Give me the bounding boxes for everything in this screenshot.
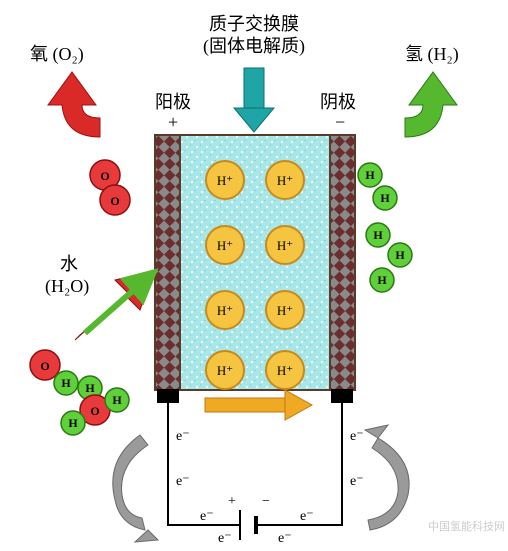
ion-6: H⁺	[206, 351, 244, 389]
svg-text:H: H	[377, 273, 387, 287]
water-label: 水	[60, 254, 78, 274]
svg-text:H⁺: H⁺	[277, 303, 293, 318]
svg-text:H: H	[85, 381, 95, 395]
cathode-label: 阴极	[320, 92, 356, 112]
battery-plus: +	[228, 494, 236, 509]
svg-text:O: O	[90, 404, 99, 418]
ion-5: H⁺	[266, 291, 304, 329]
e-right-2: e⁻	[350, 474, 364, 489]
ion-1: H⁺	[266, 161, 304, 199]
svg-text:H⁺: H⁺	[277, 173, 293, 188]
svg-text:H⁺: H⁺	[217, 238, 233, 253]
e-bottom-2: e⁻	[278, 531, 292, 546]
hydrogen-label: 氢 (H₂)	[405, 44, 459, 65]
svg-text:H: H	[112, 393, 122, 407]
svg-text:O: O	[40, 359, 49, 373]
e-right-1: e⁻	[350, 429, 364, 444]
e-left-2: e⁻	[176, 474, 190, 489]
ion-3: H⁺	[266, 226, 304, 264]
svg-text:H⁺: H⁺	[217, 303, 233, 318]
ion-0: H⁺	[206, 161, 244, 199]
cathode-sign: −	[335, 112, 345, 132]
svg-text:O: O	[100, 169, 109, 183]
ion-7: H⁺	[266, 351, 304, 389]
anode-label: 阳极	[155, 92, 191, 112]
svg-text:H⁺: H⁺	[277, 238, 293, 253]
svg-text:H: H	[373, 228, 383, 242]
svg-text:O: O	[110, 194, 119, 208]
svg-text:H: H	[380, 191, 390, 205]
svg-text:H: H	[395, 248, 405, 262]
svg-text:H⁺: H⁺	[217, 363, 233, 378]
e-right-3: e⁻	[300, 509, 314, 524]
e-left-3: e⁻	[200, 509, 214, 524]
svg-text:H: H	[365, 168, 375, 182]
battery-minus: −	[262, 494, 270, 509]
water-formula: (H₂O)	[45, 276, 89, 297]
svg-text:H⁺: H⁺	[277, 363, 293, 378]
title-line2: (固体电解质)	[203, 36, 305, 57]
watermark: 中国氢能科技网	[428, 519, 505, 533]
anode-sign: +	[168, 112, 178, 132]
oxygen-label: 氧 (O₂)	[30, 44, 84, 65]
svg-text:H: H	[68, 416, 78, 430]
svg-text:H⁺: H⁺	[217, 173, 233, 188]
e-bottom-1: e⁻	[218, 531, 232, 546]
electrolysis-cell	[155, 135, 355, 390]
svg-text:H: H	[61, 376, 71, 390]
e-left-1: e⁻	[176, 429, 190, 444]
ion-4: H⁺	[206, 291, 244, 329]
ion-2: H⁺	[206, 226, 244, 264]
title-line1: 质子交换膜	[209, 14, 299, 34]
